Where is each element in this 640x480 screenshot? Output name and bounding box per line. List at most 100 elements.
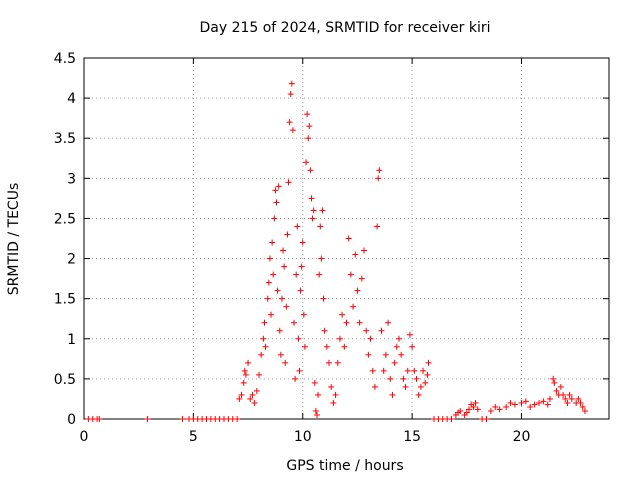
- grid-lines: [84, 58, 609, 419]
- y-tick-label: 0.5: [54, 372, 76, 388]
- data-point: [283, 303, 290, 310]
- y-tick-label: 2: [67, 252, 76, 268]
- data-point: [266, 255, 273, 262]
- data-point: [264, 295, 271, 302]
- data-point: [308, 195, 315, 202]
- data-point: [522, 398, 529, 405]
- data-point: [562, 395, 569, 402]
- data-point: [332, 391, 339, 398]
- data-point: [343, 319, 350, 326]
- data-point: [363, 327, 370, 334]
- data-point: [536, 399, 542, 406]
- data-point: [274, 287, 281, 294]
- data-point: [319, 207, 326, 214]
- y-tick-label: 3.5: [54, 131, 76, 147]
- data-point: [551, 379, 558, 386]
- data-point: [566, 391, 573, 398]
- data-point: [411, 367, 418, 374]
- data-point: [295, 335, 302, 342]
- data-point: [339, 311, 346, 318]
- data-point: [282, 359, 289, 366]
- data-point: [389, 391, 396, 398]
- data-point: [380, 367, 387, 374]
- data-point: [409, 343, 416, 350]
- data-point: [318, 255, 325, 262]
- data-point: [271, 215, 278, 222]
- data-point: [311, 379, 318, 386]
- data-point: [245, 359, 252, 366]
- y-tick-label: 4: [67, 91, 76, 107]
- data-point: [280, 247, 287, 254]
- data-point: [400, 375, 407, 382]
- data-point: [544, 401, 551, 408]
- data-point: [292, 375, 299, 382]
- data-point: [382, 351, 389, 358]
- data-point: [281, 263, 288, 270]
- data-point: [258, 351, 265, 358]
- data-point: [300, 311, 307, 318]
- data-point: [261, 319, 268, 326]
- data-point: [269, 239, 276, 246]
- data-point: [398, 351, 405, 358]
- plot-frame: [83, 57, 610, 420]
- data-point: [518, 399, 525, 406]
- data-point: [278, 295, 285, 302]
- data-point: [316, 271, 323, 278]
- data-point: [236, 395, 243, 402]
- data-point: [289, 127, 296, 134]
- data-point: [334, 359, 341, 366]
- data-point: [415, 391, 422, 398]
- data-point: [284, 231, 291, 238]
- data-point: [404, 367, 411, 374]
- data-point: [496, 406, 503, 413]
- data-point: [249, 391, 256, 398]
- data-point: [265, 279, 272, 286]
- data-point: [393, 343, 400, 350]
- data-point: [336, 335, 343, 342]
- data-point: [367, 335, 374, 342]
- data-point: [247, 395, 254, 402]
- data-point: [474, 406, 481, 413]
- x-tick-label: 20: [513, 429, 531, 445]
- data-point: [492, 403, 499, 410]
- data-point: [345, 235, 352, 242]
- data-point: [487, 407, 494, 414]
- axis-ticks: 0 0.5 1 1.5 2 2.5 3 3.5 4 4.5 0 5 10 15 20: [54, 51, 609, 445]
- data-point: [285, 179, 292, 186]
- data-point: [330, 399, 337, 406]
- data-point: [507, 399, 514, 406]
- data-point: [310, 207, 317, 214]
- data-point: [391, 359, 398, 366]
- data-point: [387, 375, 394, 382]
- data-point: [288, 80, 295, 87]
- data-point: [313, 411, 320, 418]
- data-point: [352, 251, 359, 258]
- data-point: [378, 327, 385, 334]
- data-point: [470, 403, 477, 410]
- data-point: [424, 371, 431, 378]
- data-point: [253, 387, 260, 394]
- data-point: [448, 416, 455, 422]
- data-point: [361, 247, 367, 254]
- data-point: [553, 387, 560, 394]
- data-point: [262, 343, 269, 350]
- data-point: [275, 183, 282, 190]
- data-point: [581, 407, 588, 414]
- data-point: [472, 399, 479, 406]
- data-point: [320, 295, 327, 302]
- y-tick-label: 2.5: [54, 211, 76, 227]
- data-point: [557, 383, 564, 390]
- data-point: [406, 331, 413, 338]
- data-point: [457, 407, 464, 414]
- data-point: [242, 371, 249, 378]
- data-point: [546, 395, 553, 402]
- data-point: [286, 119, 293, 126]
- data-point: [463, 409, 470, 416]
- data-point: [287, 91, 294, 98]
- data-point: [96, 416, 103, 422]
- data-point: [402, 383, 409, 390]
- data-point: [312, 407, 319, 414]
- data-point: [358, 275, 365, 282]
- data-point: [425, 359, 432, 366]
